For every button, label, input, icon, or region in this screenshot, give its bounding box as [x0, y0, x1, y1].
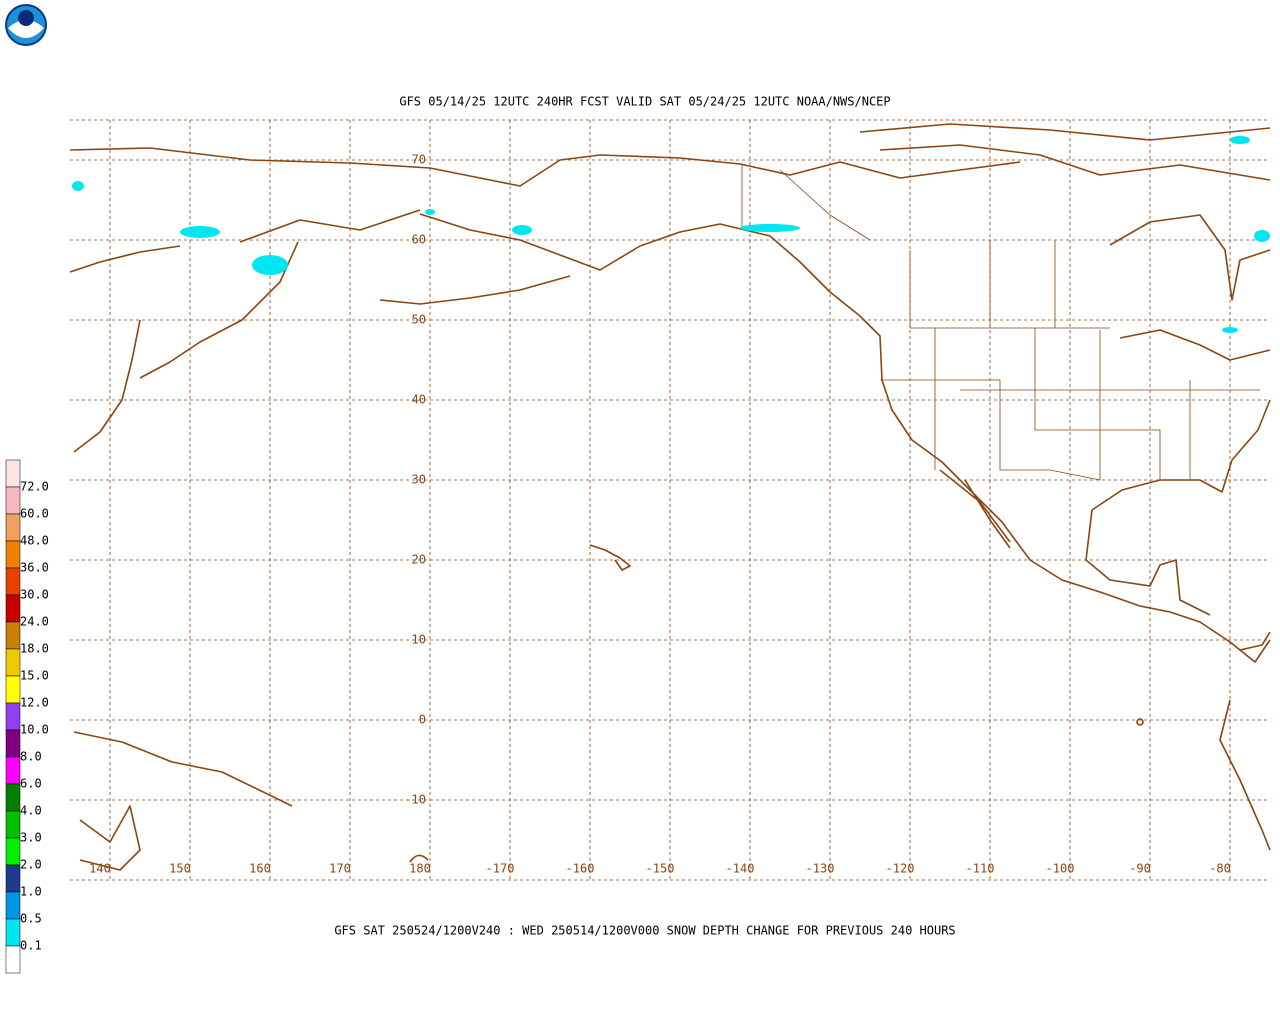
footer: GFS SAT 250524/1200V240 : WED 250514/120… — [334, 924, 955, 938]
legend-label: 4.0 — [20, 804, 42, 818]
legend-label: 15.0 — [20, 669, 49, 683]
lat-label: 70 — [412, 153, 426, 167]
legend-label: 6.0 — [20, 777, 42, 791]
legend-label: 1.0 — [20, 885, 42, 899]
legend-swatch — [5, 945, 21, 974]
noaa-logo — [5, 4, 47, 46]
legend-label: 8.0 — [20, 750, 42, 764]
legend-swatch — [5, 837, 21, 866]
legend-label: 24.0 — [20, 615, 49, 629]
lat-label: 10 — [412, 633, 426, 647]
lon-label: -120 — [886, 862, 915, 876]
legend-label: 36.0 — [20, 561, 49, 575]
lon-label: 140 — [89, 862, 111, 876]
legend-swatch — [5, 891, 21, 920]
lon-label: -150 — [646, 862, 675, 876]
legend-swatch — [5, 702, 21, 731]
legend: 72.0 60.0 48.0 36.0 30.0 24.0 18.0 15.0 12.0 10.0… — [5, 459, 49, 974]
graticule: 70 60 50 40 30 20 10 0 -10 140 150 160 170 180 -170 -16… — [70, 119, 1270, 881]
legend-label: 10.0 — [20, 723, 49, 737]
lat-label: 60 — [412, 233, 426, 247]
lat-label: -10 — [404, 793, 426, 807]
snow-areas — [72, 136, 1270, 333]
legend-label: 30.0 — [20, 588, 49, 602]
legend-label: 72.0 — [20, 480, 49, 494]
lon-label: 160 — [249, 862, 271, 876]
lon-label: -170 — [486, 862, 515, 876]
coastlines — [69, 123, 1271, 871]
legend-label: 0.5 — [20, 912, 42, 926]
lon-label: -130 — [806, 862, 835, 876]
legend-swatch — [5, 513, 21, 542]
lat-label: 20 — [412, 553, 426, 567]
lat-label: 50 — [412, 313, 426, 327]
lat-label: 30 — [412, 473, 426, 487]
lon-label: -90 — [1129, 862, 1151, 876]
legend-swatch — [5, 918, 21, 947]
legend-swatch — [5, 459, 21, 488]
lon-label: -160 — [566, 862, 595, 876]
legend-swatch — [5, 621, 21, 650]
legend-label: 60.0 — [20, 507, 49, 521]
lon-label: 170 — [329, 862, 351, 876]
legend-swatch — [5, 756, 21, 785]
legend-swatch — [5, 567, 21, 596]
legend-label: 3.0 — [20, 831, 42, 845]
title: GFS 05/14/25 12UTC 240HR FCST VALID SAT … — [399, 95, 890, 109]
lon-label: 180 — [409, 862, 431, 876]
legend-label: 2.0 — [20, 858, 42, 872]
lon-label: -140 — [726, 862, 755, 876]
legend-swatch — [5, 864, 21, 893]
legend-swatch — [5, 810, 21, 839]
legend-swatch — [5, 540, 21, 569]
legend-label: 48.0 — [20, 534, 49, 548]
legend-swatch — [5, 486, 21, 515]
legend-label: 0.1 — [20, 939, 42, 953]
lon-label: -110 — [966, 862, 995, 876]
lat-label: 0 — [419, 713, 426, 727]
lon-label: 150 — [169, 862, 191, 876]
legend-label: 12.0 — [20, 696, 49, 710]
legend-swatch — [5, 729, 21, 758]
legend-swatch — [5, 594, 21, 623]
lat-label: 40 — [412, 393, 426, 407]
legend-label: 18.0 — [20, 642, 49, 656]
state-borders — [741, 165, 1260, 481]
legend-swatch — [5, 648, 21, 677]
lon-label: -80 — [1209, 862, 1231, 876]
lon-label: -100 — [1046, 862, 1075, 876]
legend-swatch — [5, 675, 21, 704]
legend-swatch — [5, 783, 21, 812]
